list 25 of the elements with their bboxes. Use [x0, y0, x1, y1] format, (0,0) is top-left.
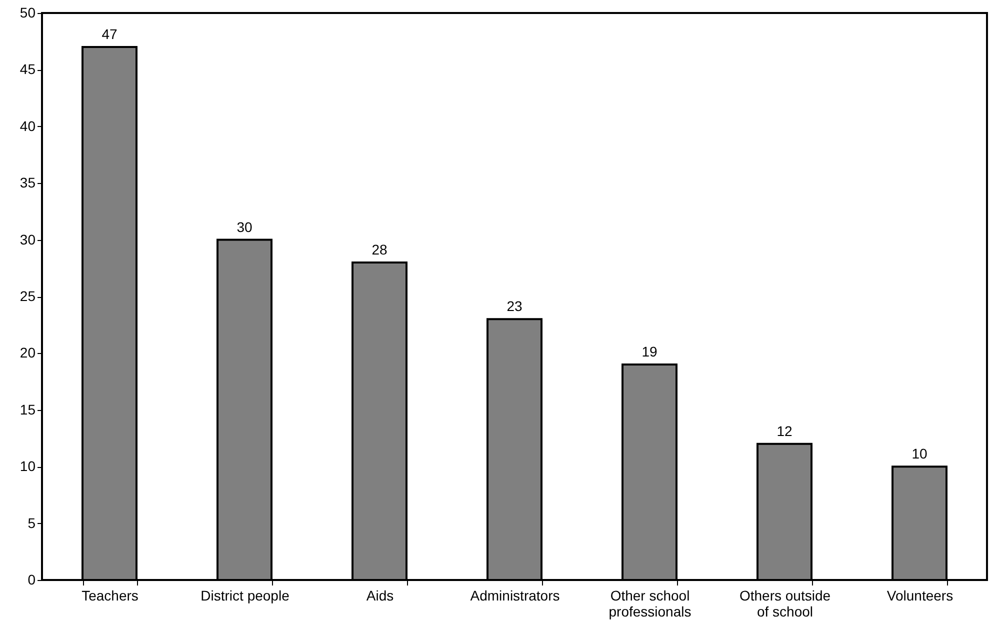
y-tick-label: 20 [20, 344, 36, 361]
data-label: 23 [506, 298, 522, 314]
data-label: 30 [236, 218, 252, 235]
y-tick-label: 50 [20, 4, 36, 20]
data-label: 47 [102, 26, 118, 42]
y-tick-label: 35 [20, 174, 36, 191]
x-tick-label: District people [200, 588, 290, 604]
x-tick-label: Administrators [470, 588, 560, 604]
y-tick-label: 30 [20, 231, 36, 248]
y-tick-label: 15 [20, 401, 36, 418]
x-tick-label: Aids [366, 588, 394, 604]
data-label: 10 [912, 446, 928, 462]
x-tick-label: Other school professionals [608, 588, 692, 620]
y-tick-label: 0 [28, 572, 36, 588]
x-tick-label: Others outside of school [739, 588, 831, 620]
x-tick-label: Volunteers [886, 588, 954, 604]
x-tick-label: Teachers [82, 588, 138, 604]
data-label: 19 [642, 344, 658, 360]
y-tick-label: 40 [20, 118, 36, 134]
y-tick-label: 45 [20, 61, 36, 78]
y-tick-label: 25 [20, 288, 36, 304]
data-label: 28 [372, 241, 388, 258]
y-tick-label: 5 [28, 514, 36, 531]
data-label: 12 [776, 422, 792, 439]
y-tick-label: 10 [20, 458, 36, 474]
